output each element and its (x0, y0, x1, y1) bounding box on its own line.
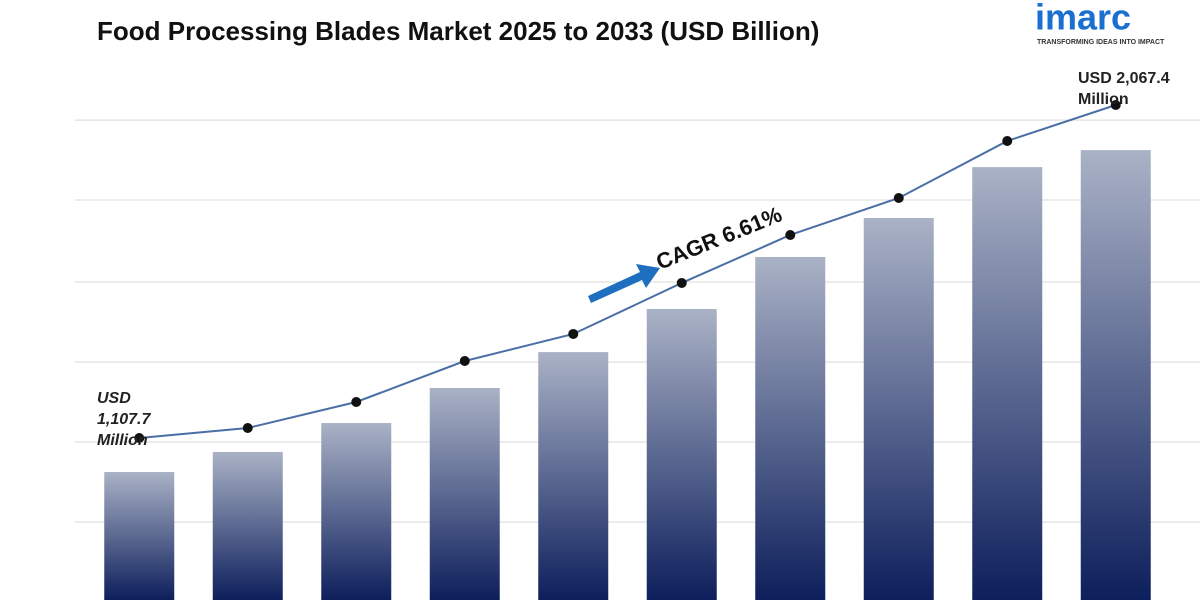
cagr-arrow (588, 264, 660, 303)
trend-point (1110, 100, 1121, 111)
trend-point (134, 432, 145, 443)
trend-point (676, 277, 687, 288)
bar (646, 308, 717, 600)
trend-point (893, 192, 904, 203)
start-value-label: USD 1,107.7 Million (97, 390, 151, 449)
bar (429, 388, 500, 600)
bar (755, 256, 826, 600)
trend-point (242, 423, 253, 434)
bar (104, 472, 175, 600)
bar (321, 423, 392, 600)
chart-title: Food Processing Blades Market 2025 to 20… (97, 16, 819, 46)
trend-point (351, 396, 362, 407)
trend-point (1002, 135, 1013, 146)
bar (538, 352, 609, 600)
trend-point (785, 229, 796, 240)
bar (1080, 150, 1151, 600)
end-value-label: USD 2,067.4 Million (1078, 70, 1170, 108)
logo-name: imarc (1035, 0, 1131, 38)
trend-point (459, 356, 470, 367)
bar (972, 167, 1043, 600)
trend-point (568, 328, 579, 339)
bar (863, 218, 934, 600)
logo-tagline: TRANSFORMING IDEAS INTO IMPACT (1037, 39, 1165, 46)
trend-line (139, 104, 1117, 439)
bar (212, 451, 283, 600)
